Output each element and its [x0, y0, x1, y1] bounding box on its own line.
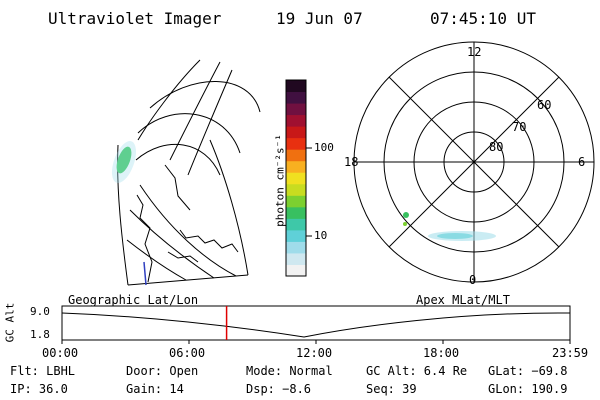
color-bar-segment — [286, 218, 306, 231]
lat-label-70: 70 — [512, 120, 527, 134]
mlt-label-12: 12 — [467, 45, 482, 59]
color-bar-segment — [286, 126, 306, 139]
color-bar-segment — [286, 206, 306, 219]
color-bar-segment — [286, 149, 306, 162]
timeline-xtick-1: 06:00 — [169, 346, 206, 360]
status-filter: Flt: LBHL — [10, 364, 76, 378]
lat-label-80: 80 — [489, 140, 504, 154]
color-bar-segment — [286, 137, 306, 150]
cbar-label-100: 100 — [314, 141, 334, 154]
mlt-label-6: 6 — [578, 155, 586, 169]
status-gc-alt: GC Alt: 6.4 Re — [366, 364, 468, 378]
color-bar-segment — [286, 172, 306, 185]
color-bar-segment — [286, 264, 306, 277]
color-bar-segment — [286, 80, 306, 93]
timeline-xtick-0: 00:00 — [42, 346, 79, 360]
timeline-xtick-3: 18:00 — [423, 346, 460, 360]
timeline-ytick-bottom: 1.8 — [30, 328, 50, 341]
status-dsp: Dsp: −8.6 — [246, 382, 312, 396]
instrument-title: Ultraviolet Imager — [48, 9, 222, 28]
color-bar-segment — [286, 91, 306, 104]
meridian-line-blue — [143, 261, 147, 286]
time-label: 07:45:10 UT — [430, 9, 536, 28]
timeline-xtick-4: 23:59 — [552, 346, 589, 360]
geographic-projection — [117, 59, 261, 286]
colorbar-unit-label: photon cm⁻²s⁻¹ — [273, 134, 287, 227]
polar-panel-title: Apex MLat/MLT — [416, 293, 510, 307]
color-bar-segment — [286, 114, 306, 127]
mlt-label-18: 18 — [344, 155, 359, 169]
date-label: 19 Jun 07 — [276, 9, 363, 28]
altitude-curve — [61, 312, 571, 338]
color-bar — [286, 80, 306, 277]
status-glat: GLat: −69.8 — [488, 364, 568, 378]
timeline-xtick-2: 12:00 — [296, 346, 333, 360]
cbar-label-10: 10 — [314, 229, 328, 242]
aurora-point-polar — [403, 212, 409, 218]
aurora-core-polar — [437, 233, 473, 239]
aurora-arc-geo — [116, 146, 132, 174]
aurora-glow-geo — [111, 141, 137, 183]
mlt-label-0: 0 — [469, 273, 477, 287]
timeline-y-label: GC Alt — [3, 302, 17, 343]
timeline-ytick-top: 9.0 — [30, 305, 50, 318]
status-door: Door: Open — [126, 364, 199, 378]
status-gain: Gain: 14 — [126, 382, 184, 396]
color-bar-segment — [286, 183, 306, 196]
lat-label-60: 60 — [537, 98, 552, 112]
color-bar-segment — [286, 160, 306, 173]
status-glon: GLon: 190.9 — [488, 382, 568, 396]
status-ip: IP: 36.0 — [10, 382, 68, 396]
color-bar-segment — [286, 241, 306, 254]
geo-panel-title: Geographic Lat/Lon — [68, 293, 199, 307]
aurora-point-polar-2 — [403, 222, 407, 226]
color-bar-segment — [286, 103, 306, 116]
color-bar-segment — [286, 229, 306, 242]
color-bar-frame — [285, 79, 307, 277]
color-bar-segment — [286, 195, 306, 208]
status-mode: Mode: Normal — [246, 364, 333, 378]
timeline-ticks — [61, 340, 571, 344]
status-seq: Seq: 39 — [366, 382, 417, 396]
color-bar-segment — [286, 252, 306, 265]
polar-grid — [353, 41, 595, 283]
